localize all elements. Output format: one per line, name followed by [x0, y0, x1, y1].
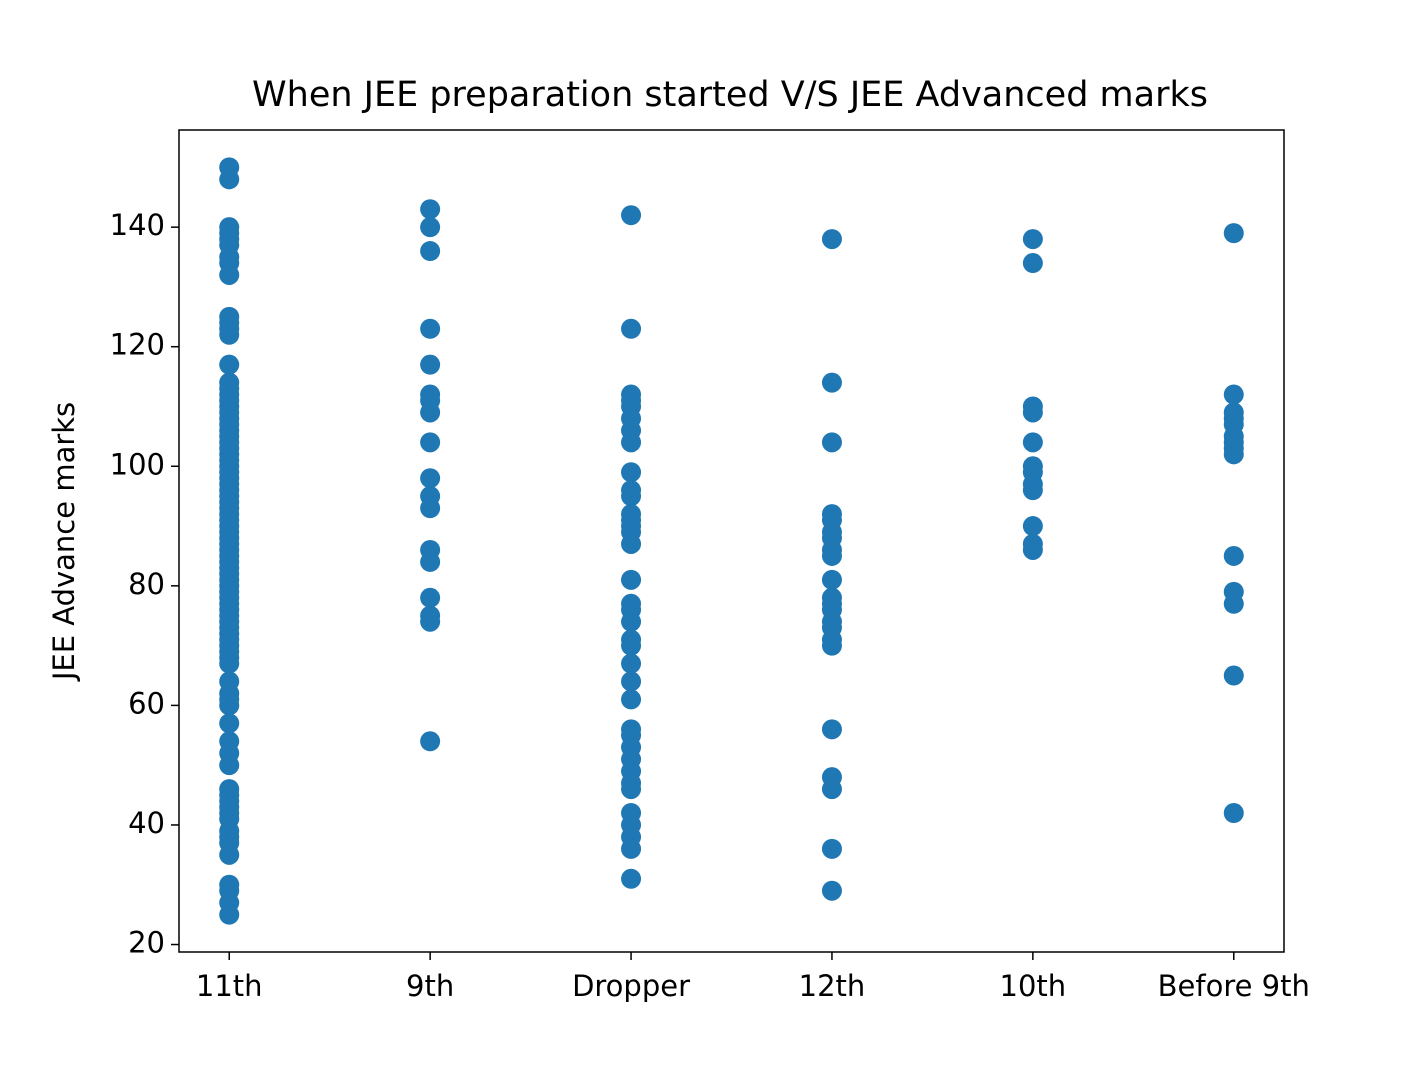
point — [420, 551, 441, 572]
point — [420, 432, 441, 453]
y-tick-label: 60 — [128, 686, 165, 720]
point — [420, 241, 441, 262]
x-tick-label: Before 9th — [1158, 969, 1310, 1003]
point — [821, 372, 842, 393]
point — [821, 838, 842, 859]
point — [621, 462, 642, 483]
point — [420, 318, 441, 339]
point — [821, 779, 842, 800]
point — [621, 779, 642, 800]
y-tick-label: 20 — [128, 926, 165, 960]
point — [1022, 402, 1043, 423]
x-tick-label: 12th — [799, 969, 866, 1003]
point — [219, 169, 240, 190]
point — [219, 354, 240, 375]
point — [219, 653, 240, 674]
point — [821, 880, 842, 901]
point — [621, 689, 642, 710]
point — [621, 569, 642, 590]
point — [621, 611, 642, 632]
point — [1022, 229, 1043, 250]
y-tick-label: 100 — [110, 447, 165, 481]
point — [219, 324, 240, 345]
y-axis-label: JEE Advance marks — [47, 402, 81, 682]
point — [1022, 253, 1043, 274]
point — [219, 755, 240, 776]
point — [1022, 516, 1043, 537]
point — [1223, 665, 1244, 686]
point — [621, 868, 642, 889]
point — [821, 432, 842, 453]
point — [420, 217, 441, 238]
point — [1223, 444, 1244, 465]
x-tick-label: 11th — [196, 969, 263, 1003]
point — [1022, 480, 1043, 501]
point — [1223, 593, 1244, 614]
point — [1223, 223, 1244, 244]
plot-frame — [178, 129, 1285, 953]
point — [219, 264, 240, 285]
point — [420, 587, 441, 608]
x-tick-label: 9th — [406, 969, 454, 1003]
y-tick-label: 80 — [128, 567, 165, 601]
point — [219, 695, 240, 716]
point — [420, 354, 441, 375]
point — [621, 486, 642, 507]
point — [420, 498, 441, 519]
point — [219, 713, 240, 734]
point — [621, 838, 642, 859]
point — [621, 653, 642, 674]
point — [621, 432, 642, 453]
point — [821, 229, 842, 250]
point — [1022, 539, 1043, 560]
point — [621, 318, 642, 339]
point — [821, 569, 842, 590]
point — [621, 671, 642, 692]
point — [420, 731, 441, 752]
x-tick-label: 10th — [1000, 969, 1067, 1003]
point — [420, 468, 441, 489]
chart-title: When JEE preparation started V/S JEE Adv… — [252, 75, 1208, 115]
point — [1223, 545, 1244, 566]
point — [219, 904, 240, 925]
point — [420, 199, 441, 220]
point — [821, 545, 842, 566]
point — [420, 611, 441, 632]
point — [621, 205, 642, 226]
point — [621, 533, 642, 554]
point — [821, 635, 842, 656]
point — [420, 402, 441, 423]
y-tick-label: 40 — [128, 806, 165, 840]
y-tick-label: 120 — [110, 328, 165, 362]
point — [621, 635, 642, 656]
point — [1223, 803, 1244, 824]
point — [821, 719, 842, 740]
x-tick-label: Dropper — [572, 969, 690, 1003]
point — [1223, 384, 1244, 405]
point — [219, 844, 240, 865]
y-tick-label: 140 — [110, 208, 165, 242]
point — [1022, 432, 1043, 453]
